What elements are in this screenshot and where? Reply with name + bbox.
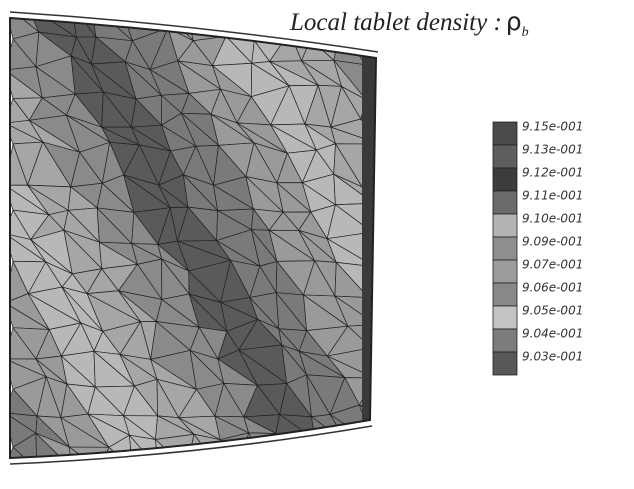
legend-swatch bbox=[492, 144, 518, 169]
mesh-element bbox=[367, 296, 376, 325]
mesh-element bbox=[347, 442, 374, 458]
mesh-element bbox=[308, 438, 339, 458]
legend-swatch bbox=[492, 167, 518, 192]
lower-punch bbox=[9, 425, 373, 465]
legend-label: 9.10e-001 bbox=[522, 212, 583, 226]
legend-swatch bbox=[492, 213, 518, 238]
tablet-outline bbox=[9, 16, 378, 460]
legend-swatch bbox=[492, 305, 518, 330]
mesh-element bbox=[374, 265, 376, 298]
legend-swatch bbox=[492, 351, 518, 376]
mesh-element bbox=[373, 377, 376, 420]
legend-swatch bbox=[492, 328, 518, 353]
mesh-element bbox=[247, 18, 291, 33]
mesh-element bbox=[211, 18, 255, 42]
legend-swatch bbox=[492, 282, 518, 307]
mesh-element bbox=[370, 347, 376, 379]
legend-swatch bbox=[492, 121, 518, 146]
mesh-element bbox=[363, 442, 376, 458]
mesh-element bbox=[371, 230, 376, 267]
mesh-element bbox=[370, 323, 376, 349]
legend-label: 9.03e-001 bbox=[522, 350, 583, 364]
mesh-element bbox=[91, 18, 134, 42]
mesh-element bbox=[35, 432, 74, 458]
legend-label: 9.13e-001 bbox=[522, 143, 583, 157]
mesh-element bbox=[372, 437, 376, 458]
legend-label: 9.06e-001 bbox=[522, 281, 583, 295]
legend-label: 9.15e-001 bbox=[522, 120, 583, 134]
legend-label: 9.11e-001 bbox=[522, 189, 583, 203]
mesh-element bbox=[71, 18, 97, 38]
legend-label: 9.12e-001 bbox=[522, 166, 583, 180]
mesh-element bbox=[372, 202, 376, 232]
legend-label: 9.04e-001 bbox=[522, 327, 583, 341]
legend: 9.15e-001 9.13e-001 9.12e-001 9.11e-001 9.10… bbox=[492, 120, 583, 376]
legend-swatch bbox=[492, 190, 518, 215]
title: Local tablet density : ρb bbox=[289, 7, 529, 40]
mesh-element bbox=[367, 296, 376, 325]
legend-swatch bbox=[492, 259, 518, 284]
mesh-element bbox=[219, 438, 241, 458]
mesh-element bbox=[371, 231, 376, 268]
legend-label: 9.05e-001 bbox=[522, 304, 583, 318]
mesh-element bbox=[370, 346, 376, 379]
mesh-element bbox=[314, 439, 349, 458]
upper-punch bbox=[9, 11, 379, 53]
mesh-element bbox=[184, 18, 227, 37]
mesh-element bbox=[274, 432, 316, 458]
mesh-element bbox=[10, 446, 38, 458]
mesh-element bbox=[375, 322, 376, 350]
mesh-element bbox=[336, 442, 365, 458]
mesh-element bbox=[211, 18, 256, 42]
mesh-plot bbox=[10, 18, 403, 458]
mesh-element bbox=[371, 202, 376, 233]
mesh-element bbox=[380, 144, 403, 187]
legend-label: 9.07e-001 bbox=[522, 258, 583, 272]
legend-swatch bbox=[492, 236, 518, 261]
legend-label: 9.09e-001 bbox=[522, 235, 583, 249]
